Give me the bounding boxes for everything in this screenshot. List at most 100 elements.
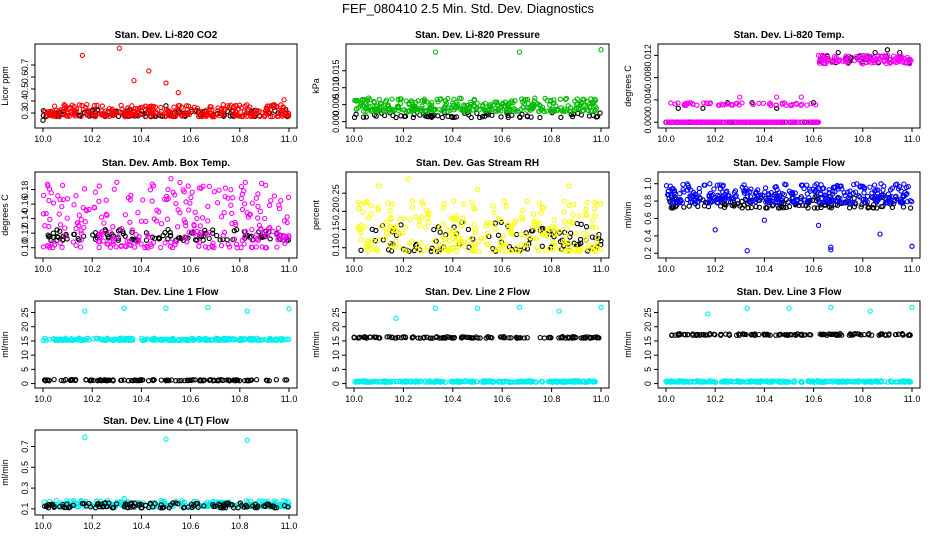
data-point [101,220,107,226]
data-point [499,248,505,254]
y-tick-label: 0.1 [20,503,30,516]
data-point [756,100,762,106]
data-point [497,242,504,248]
data-point [184,239,190,245]
data-point [465,238,472,244]
data-point [581,245,587,252]
data-point [692,196,699,202]
data-point [705,311,711,317]
data-point [361,97,367,103]
data-point [754,119,761,125]
data-point [221,229,228,235]
data-point [860,183,866,190]
data-point [668,205,674,211]
data-point [262,215,268,222]
data-point [147,187,154,193]
data-point [113,244,119,250]
data-point [135,209,141,216]
data-point [811,205,818,211]
data-point [901,181,907,187]
data-point [826,199,832,206]
plot-frame [34,300,298,389]
data-point [209,107,215,113]
data-point [82,434,88,440]
data-point [402,247,408,254]
data-point [273,103,280,110]
data-point [79,52,86,59]
y-tick-label: 0 [643,381,653,386]
data-point [118,225,125,232]
data-point [900,204,907,210]
data-point [173,200,179,207]
data-point [40,211,47,217]
data-point [570,212,576,218]
series-black [351,334,602,341]
data-point [471,222,477,228]
data-point [536,200,543,206]
x-tick-label: 10.4 [756,394,774,404]
data-point [583,211,589,217]
data-point [472,229,478,235]
data-point [700,119,706,125]
data-point [806,186,813,192]
data-point [591,245,597,251]
data-point [574,96,580,102]
data-point [261,113,268,120]
data-point [536,221,542,227]
data-point [842,192,848,199]
data-point [525,100,531,106]
plot-frame [345,300,610,389]
data-point [400,107,407,113]
data-point [458,223,464,229]
data-point [436,224,443,230]
data-point [274,231,281,237]
data-point [183,199,189,205]
data-point [480,103,486,109]
data-point [53,113,60,120]
data-point [837,199,843,206]
series-magenta [663,52,914,125]
data-point [369,238,376,244]
panel-line3: Stan. Dev. Line 3 Flow ml/min 10.0 10.2 10.4… [623,287,921,404]
y-tick-label: 0.000 [331,110,341,133]
data-point [115,237,121,243]
data-point [192,209,198,215]
data-point [416,222,422,229]
y-tick-label: 0.004 [643,89,653,112]
data-point [360,209,366,215]
panel-title: Stan. Dev. Li-820 CO2 [115,30,218,41]
data-point [231,228,237,234]
data-point [675,100,681,106]
data-point [217,237,223,243]
x-tick-label: 11.0 [593,394,610,404]
data-point [83,208,90,214]
data-point [242,179,248,186]
data-point [860,61,866,67]
data-point [430,113,436,119]
data-point [440,205,446,211]
data-point [537,334,543,341]
data-point [91,204,97,210]
data-point [770,198,776,205]
data-point [767,100,773,106]
data-point [59,244,65,250]
data-point [401,113,408,120]
data-point [249,244,255,251]
data-point [267,236,273,242]
y-tick-label: 0.6 [20,71,30,84]
data-point [406,101,412,108]
data-point [363,103,370,109]
data-point [721,201,728,207]
data-point [352,97,358,104]
data-point [378,101,385,107]
data-point [868,54,874,60]
y-tick-label: 0.3 [20,107,30,120]
series-cyan [663,304,915,385]
data-point [558,107,565,113]
data-point [695,199,701,205]
data-point [537,102,543,109]
data-point [274,244,280,250]
data-point [99,103,105,109]
y-axis-label: percent [311,199,321,230]
data-point [789,191,795,197]
